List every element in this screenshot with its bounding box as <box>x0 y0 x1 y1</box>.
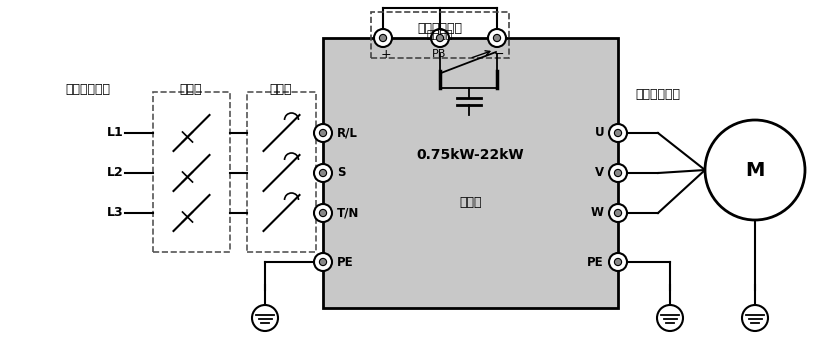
Text: M: M <box>745 160 764 180</box>
Text: R/L: R/L <box>337 126 358 140</box>
Circle shape <box>614 258 622 266</box>
Text: 主电路: 主电路 <box>459 196 482 210</box>
Circle shape <box>437 34 444 41</box>
Bar <box>247 92 316 252</box>
Text: W: W <box>591 207 604 219</box>
Text: S: S <box>337 166 345 180</box>
Circle shape <box>614 129 622 136</box>
Circle shape <box>488 29 506 47</box>
Text: U: U <box>595 126 604 140</box>
Circle shape <box>314 204 332 222</box>
Circle shape <box>431 29 449 47</box>
Circle shape <box>614 170 622 177</box>
Text: PB: PB <box>432 49 446 59</box>
Circle shape <box>609 124 627 142</box>
Text: 制动电阵: 制动电阵 <box>427 30 454 40</box>
Circle shape <box>614 209 622 217</box>
Text: L1: L1 <box>107 126 123 140</box>
Circle shape <box>319 129 327 136</box>
Circle shape <box>742 305 768 331</box>
Text: 外部组件端子: 外部组件端子 <box>417 22 463 35</box>
Circle shape <box>314 164 332 182</box>
Text: PE: PE <box>587 255 604 269</box>
Circle shape <box>319 258 327 266</box>
Circle shape <box>252 305 278 331</box>
Circle shape <box>380 34 386 41</box>
Circle shape <box>319 170 327 177</box>
Bar <box>153 92 230 252</box>
Circle shape <box>374 29 392 47</box>
Circle shape <box>314 124 332 142</box>
Text: T/N: T/N <box>337 207 360 219</box>
Text: L3: L3 <box>107 207 123 219</box>
Text: 变频输出端子: 变频输出端子 <box>635 88 680 101</box>
Text: +: + <box>381 48 391 61</box>
Text: V: V <box>595 166 604 180</box>
Text: 接触器: 接触器 <box>270 83 292 96</box>
Circle shape <box>493 34 501 41</box>
Text: 0.75kW-22kW: 0.75kW-22kW <box>417 148 524 162</box>
Circle shape <box>314 253 332 271</box>
Circle shape <box>319 209 327 217</box>
Text: 断路器: 断路器 <box>180 83 202 96</box>
Circle shape <box>609 204 627 222</box>
Bar <box>323 38 618 308</box>
Text: PE: PE <box>337 255 354 269</box>
Text: L2: L2 <box>107 166 123 180</box>
Circle shape <box>705 120 805 220</box>
Text: 电源输入端子: 电源输入端子 <box>65 83 110 96</box>
Circle shape <box>657 305 683 331</box>
Circle shape <box>609 164 627 182</box>
Text: −: − <box>494 48 504 61</box>
Bar <box>371 12 509 58</box>
Circle shape <box>609 253 627 271</box>
